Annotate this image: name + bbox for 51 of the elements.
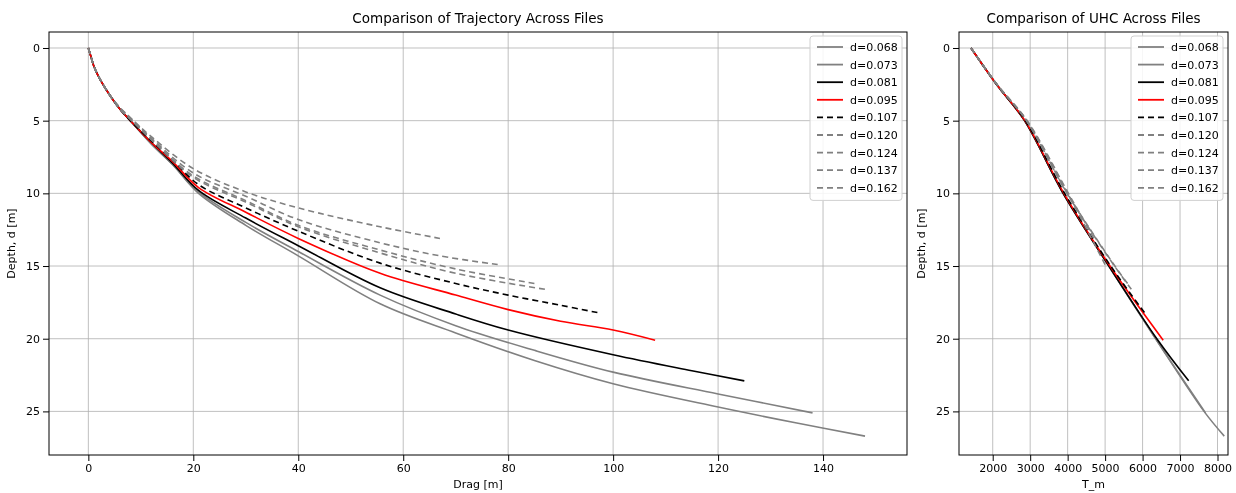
x-axis-title: Drag [m] bbox=[453, 478, 503, 491]
legend-label: d=0.068 bbox=[1171, 41, 1219, 54]
legend-label: d=0.095 bbox=[850, 93, 898, 107]
legend-label: d=0.120 bbox=[1171, 129, 1219, 142]
legend-label: d=0.068 bbox=[850, 41, 898, 54]
legend-label: d=0.162 bbox=[1171, 181, 1219, 195]
x-tick-label: 5000 bbox=[1091, 461, 1120, 475]
chart-title: Comparison of Trajectory Across Files bbox=[352, 10, 604, 26]
y-tick-label: 25 bbox=[936, 405, 950, 419]
legend-label: d=0.081 bbox=[1171, 76, 1219, 90]
y-tick-label: 0 bbox=[33, 42, 40, 56]
x-tick-label: 7000 bbox=[1166, 461, 1195, 475]
legend-label: d=0.137 bbox=[1171, 164, 1219, 178]
legend-label: d=0.137 bbox=[850, 164, 898, 178]
x-tick-label: 40 bbox=[291, 461, 306, 475]
chart-title: Comparison of UHC Across Files bbox=[986, 10, 1201, 26]
legend-label: d=0.073 bbox=[1171, 58, 1219, 72]
y-tick-label: 10 bbox=[26, 187, 40, 201]
legend-label: d=0.120 bbox=[850, 129, 898, 142]
y-tick-label: 15 bbox=[26, 260, 40, 274]
y-tick-label: 10 bbox=[936, 187, 950, 201]
x-tick-label: 6000 bbox=[1129, 461, 1158, 475]
x-tick-label: 100 bbox=[603, 461, 625, 475]
legend-label: d=0.073 bbox=[850, 58, 898, 72]
y-tick-label: 25 bbox=[26, 405, 40, 419]
x-axis-title: T_m bbox=[1081, 478, 1105, 491]
x-tick-label: 20 bbox=[186, 461, 201, 475]
legend-label: d=0.081 bbox=[850, 76, 898, 90]
y-tick-label: 20 bbox=[26, 332, 40, 346]
y-tick-label: 20 bbox=[936, 332, 950, 346]
y-tick-label: 15 bbox=[936, 260, 950, 274]
y-tick-label: 5 bbox=[943, 114, 950, 128]
x-tick-label: 4000 bbox=[1054, 461, 1083, 475]
x-tick-label: 2000 bbox=[979, 461, 1008, 475]
x-tick-label: 120 bbox=[708, 461, 730, 475]
legend-label: d=0.107 bbox=[1171, 111, 1219, 125]
legend-label: d=0.095 bbox=[1171, 93, 1219, 107]
x-tick-label: 60 bbox=[396, 461, 411, 475]
legend-label: d=0.124 bbox=[1171, 146, 1219, 160]
legend-label: d=0.124 bbox=[850, 146, 898, 160]
legend-label: d=0.107 bbox=[850, 111, 898, 125]
x-tick-label: 3000 bbox=[1016, 461, 1045, 475]
y-tick-label: 5 bbox=[33, 114, 40, 128]
x-tick-label: 0 bbox=[85, 461, 93, 475]
y-tick-label: 0 bbox=[943, 42, 950, 56]
x-tick-label: 140 bbox=[813, 461, 835, 475]
legend-label: d=0.162 bbox=[850, 181, 898, 195]
x-tick-label: 80 bbox=[501, 461, 516, 475]
y-axis-title: Depth, d [m] bbox=[5, 208, 18, 279]
y-axis-title: Depth, d [m] bbox=[915, 208, 928, 279]
x-tick-label: 8000 bbox=[1204, 461, 1233, 475]
